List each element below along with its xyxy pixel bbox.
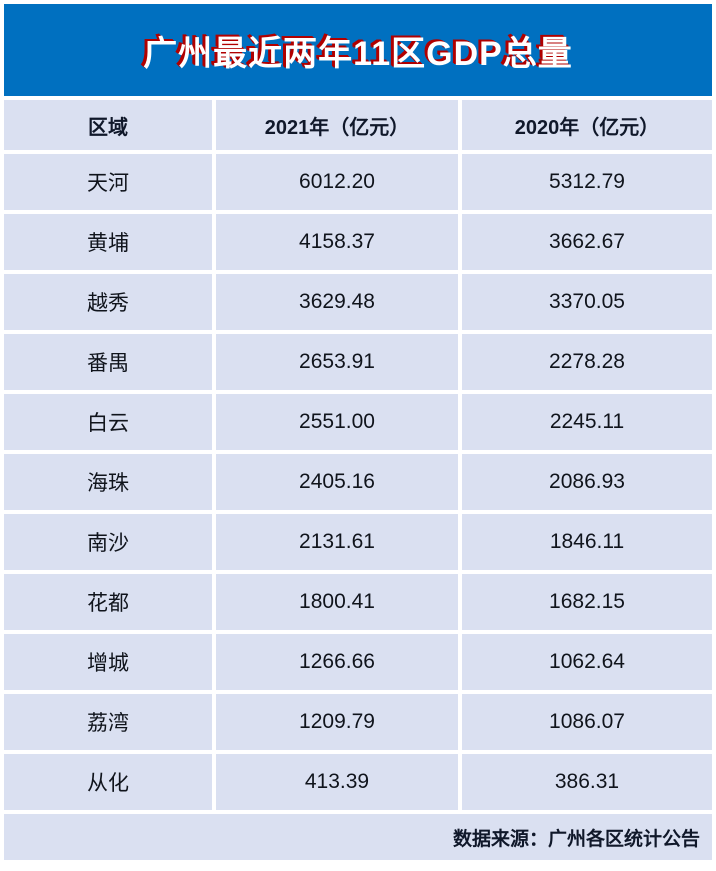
region-cell: 越秀 (4, 274, 212, 330)
column-header-region: 区域 (4, 100, 212, 150)
region-cell: 荔湾 (4, 694, 212, 750)
value-2020-cell: 386.31 (462, 754, 712, 810)
value-2020-cell: 1086.07 (462, 694, 712, 750)
value-2020-cell: 2278.28 (462, 334, 712, 390)
value-2020-cell: 5312.79 (462, 154, 712, 210)
value-2021-cell: 6012.20 (216, 154, 458, 210)
column-header-2020: 2020年（亿元） (462, 100, 712, 150)
value-2020-cell: 2086.93 (462, 454, 712, 510)
region-cell: 花都 (4, 574, 212, 630)
table-row: 荔湾 1209.79 1086.07 (4, 694, 712, 750)
value-2020-cell: 2245.11 (462, 394, 712, 450)
page-title: 广州最近两年11区GDP总量 (143, 34, 573, 73)
value-2021-cell: 1209.79 (216, 694, 458, 750)
table-row: 从化 413.39 386.31 (4, 754, 712, 810)
value-2021-cell: 2405.16 (216, 454, 458, 510)
region-cell: 南沙 (4, 514, 212, 570)
value-2021-cell: 4158.37 (216, 214, 458, 270)
data-source-note: 数据来源：广州各区统计公告 (4, 814, 712, 860)
region-cell: 白云 (4, 394, 212, 450)
gdp-table: 区域 2021年（亿元） 2020年（亿元） 天河 6012.20 5312.79 黄… (0, 96, 716, 864)
region-cell: 从化 (4, 754, 212, 810)
region-cell: 天河 (4, 154, 212, 210)
value-2021-cell: 2653.91 (216, 334, 458, 390)
table-row: 黄埔 4158.37 3662.67 (4, 214, 712, 270)
table-row: 增城 1266.66 1062.64 (4, 634, 712, 690)
value-2020-cell: 1846.11 (462, 514, 712, 570)
source-row: 数据来源：广州各区统计公告 (4, 814, 712, 860)
region-cell: 海珠 (4, 454, 212, 510)
value-2020-cell: 1062.64 (462, 634, 712, 690)
value-2021-cell: 3629.48 (216, 274, 458, 330)
header-row: 区域 2021年（亿元） 2020年（亿元） (4, 100, 712, 150)
table-body: 天河 6012.20 5312.79 黄埔 4158.37 3662.67 越秀 3629.4… (4, 154, 712, 810)
value-2021-cell: 1266.66 (216, 634, 458, 690)
table-row: 天河 6012.20 5312.79 (4, 154, 712, 210)
column-header-2021: 2021年（亿元） (216, 100, 458, 150)
value-2020-cell: 3370.05 (462, 274, 712, 330)
table-row: 越秀 3629.48 3370.05 (4, 274, 712, 330)
table-row: 海珠 2405.16 2086.93 (4, 454, 712, 510)
table-row: 花都 1800.41 1682.15 (4, 574, 712, 630)
table-row: 番禺 2653.91 2278.28 (4, 334, 712, 390)
title-banner: 广州最近两年11区GDP总量 (4, 4, 712, 96)
value-2020-cell: 3662.67 (462, 214, 712, 270)
value-2021-cell: 2131.61 (216, 514, 458, 570)
table-row: 南沙 2131.61 1846.11 (4, 514, 712, 570)
value-2020-cell: 1682.15 (462, 574, 712, 630)
region-cell: 增城 (4, 634, 212, 690)
region-cell: 黄埔 (4, 214, 212, 270)
value-2021-cell: 1800.41 (216, 574, 458, 630)
region-cell: 番禺 (4, 334, 212, 390)
gdp-table-page: 广州最近两年11区GDP总量 区域 2021年（亿元） 2020年（亿元） 天河… (0, 4, 716, 871)
table-row: 白云 2551.00 2245.11 (4, 394, 712, 450)
value-2021-cell: 413.39 (216, 754, 458, 810)
value-2021-cell: 2551.00 (216, 394, 458, 450)
table-header: 区域 2021年（亿元） 2020年（亿元） (4, 100, 712, 150)
table-footer: 数据来源：广州各区统计公告 (4, 814, 712, 860)
